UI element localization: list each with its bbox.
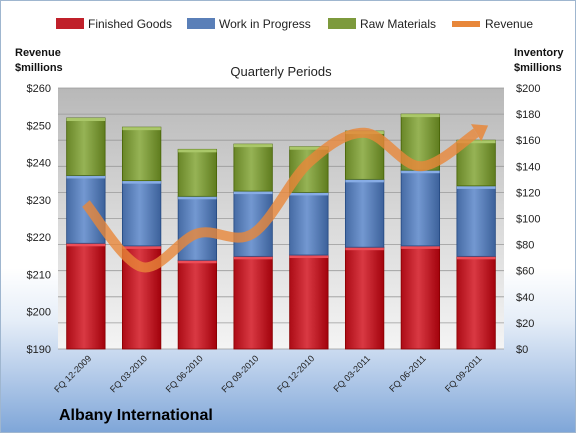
right-tick-label: $0 bbox=[516, 344, 528, 356]
left-tick-label: $240 bbox=[27, 158, 51, 170]
right-tick-label: $200 bbox=[516, 83, 540, 95]
category-label: FQ 09-2011 bbox=[443, 353, 484, 394]
revenue-line bbox=[81, 127, 479, 273]
category-label: FQ 12-2010 bbox=[275, 353, 316, 394]
right-tick-label: $80 bbox=[516, 240, 534, 252]
chart-title: Quarterly Periods bbox=[230, 64, 332, 79]
bar-finished-goods bbox=[344, 246, 385, 350]
category-label: FQ 06-2010 bbox=[164, 353, 205, 394]
legend-swatch-raw-materials bbox=[328, 18, 356, 29]
bar-top-highlight bbox=[122, 245, 161, 249]
legend-label-revenue: Revenue bbox=[485, 17, 533, 31]
bar-work-in-progress bbox=[289, 191, 329, 256]
bar-top-highlight bbox=[122, 180, 161, 184]
right-tick-label: $160 bbox=[516, 135, 540, 147]
category-label: FQ 12-2009 bbox=[52, 353, 93, 394]
left-tick-label: $190 bbox=[27, 344, 51, 356]
right-tick-label: $100 bbox=[516, 214, 540, 226]
bar-finished-goods bbox=[177, 259, 218, 350]
left-tick-label: $230 bbox=[27, 195, 51, 207]
left-axis-title-line1: Revenue bbox=[15, 47, 61, 59]
legend-label-work-in-progress: Work in Progress bbox=[219, 17, 311, 31]
legend-swatch-work-in-progress bbox=[187, 18, 215, 29]
left-axis-title-line2: $millions bbox=[15, 62, 63, 74]
bar-finished-goods bbox=[289, 254, 329, 350]
revenue-line-arrowhead bbox=[470, 124, 489, 142]
right-tick-label: $20 bbox=[516, 318, 534, 330]
bar-top-highlight bbox=[66, 118, 106, 122]
bar-top-highlight bbox=[178, 149, 217, 153]
category-label: FQ 06-2011 bbox=[387, 353, 428, 394]
bar-top-highlight bbox=[233, 191, 273, 195]
right-axis-title-line2: $millions bbox=[514, 62, 562, 74]
legend-label-finished-goods: Finished Goods bbox=[88, 17, 172, 31]
bar-top-highlight bbox=[289, 192, 329, 196]
bar-work-in-progress bbox=[344, 178, 385, 248]
bar-work-in-progress bbox=[121, 180, 162, 247]
bar-top-highlight bbox=[289, 146, 329, 150]
left-tick-label: $250 bbox=[27, 120, 51, 132]
company-name: Albany International bbox=[59, 407, 213, 424]
bar-top-highlight bbox=[345, 179, 384, 183]
bar-finished-goods bbox=[233, 255, 273, 350]
category-label: FQ 09-2010 bbox=[220, 353, 261, 394]
bar-finished-goods bbox=[66, 242, 106, 350]
bar-top-highlight bbox=[401, 170, 440, 174]
bar-top-highlight bbox=[122, 127, 161, 131]
bar-top-highlight bbox=[456, 185, 496, 189]
right-tick-label: $140 bbox=[516, 161, 540, 173]
right-tick-label: $120 bbox=[516, 187, 540, 199]
bar-top-highlight bbox=[178, 260, 217, 264]
bar-raw-materials bbox=[177, 148, 218, 197]
bar-top-highlight bbox=[456, 140, 496, 144]
bar-top-highlight bbox=[289, 255, 329, 259]
bar-work-in-progress bbox=[400, 169, 441, 247]
legend: Finished Goods Work in Progress Raw Mate… bbox=[56, 17, 533, 31]
bar-raw-materials bbox=[66, 117, 106, 176]
revenue-line-layer bbox=[81, 124, 489, 273]
bar-top-highlight bbox=[233, 144, 273, 148]
right-tick-label: $180 bbox=[516, 109, 540, 121]
bar-work-in-progress bbox=[456, 185, 496, 257]
category-label: FQ 03-2011 bbox=[331, 353, 372, 394]
bar-top-highlight bbox=[401, 245, 440, 249]
bar-top-highlight bbox=[456, 256, 496, 260]
legend-label-raw-materials: Raw Materials bbox=[360, 17, 436, 31]
bar-top-highlight bbox=[66, 175, 106, 179]
bar-top-highlight bbox=[401, 114, 440, 118]
left-tick-label: $220 bbox=[27, 232, 51, 244]
bar-top-highlight bbox=[66, 243, 106, 247]
left-tick-label: $210 bbox=[27, 269, 51, 281]
legend-swatch-finished-goods bbox=[56, 18, 84, 29]
bar-top-highlight bbox=[233, 256, 273, 260]
left-tick-label: $260 bbox=[27, 83, 51, 95]
bar-finished-goods bbox=[456, 255, 496, 350]
right-tick-label: $40 bbox=[516, 292, 534, 304]
bar-raw-materials bbox=[121, 126, 162, 182]
bar-top-highlight bbox=[345, 247, 384, 251]
right-axis-title-line1: Inventory bbox=[514, 47, 564, 59]
left-tick-label: $200 bbox=[27, 307, 51, 319]
bar-raw-materials bbox=[233, 143, 273, 192]
right-tick-label: $60 bbox=[516, 266, 534, 278]
bars bbox=[66, 113, 496, 350]
category-label: FQ 03-2010 bbox=[108, 353, 149, 394]
bar-finished-goods bbox=[400, 245, 441, 350]
bar-top-highlight bbox=[178, 196, 217, 200]
